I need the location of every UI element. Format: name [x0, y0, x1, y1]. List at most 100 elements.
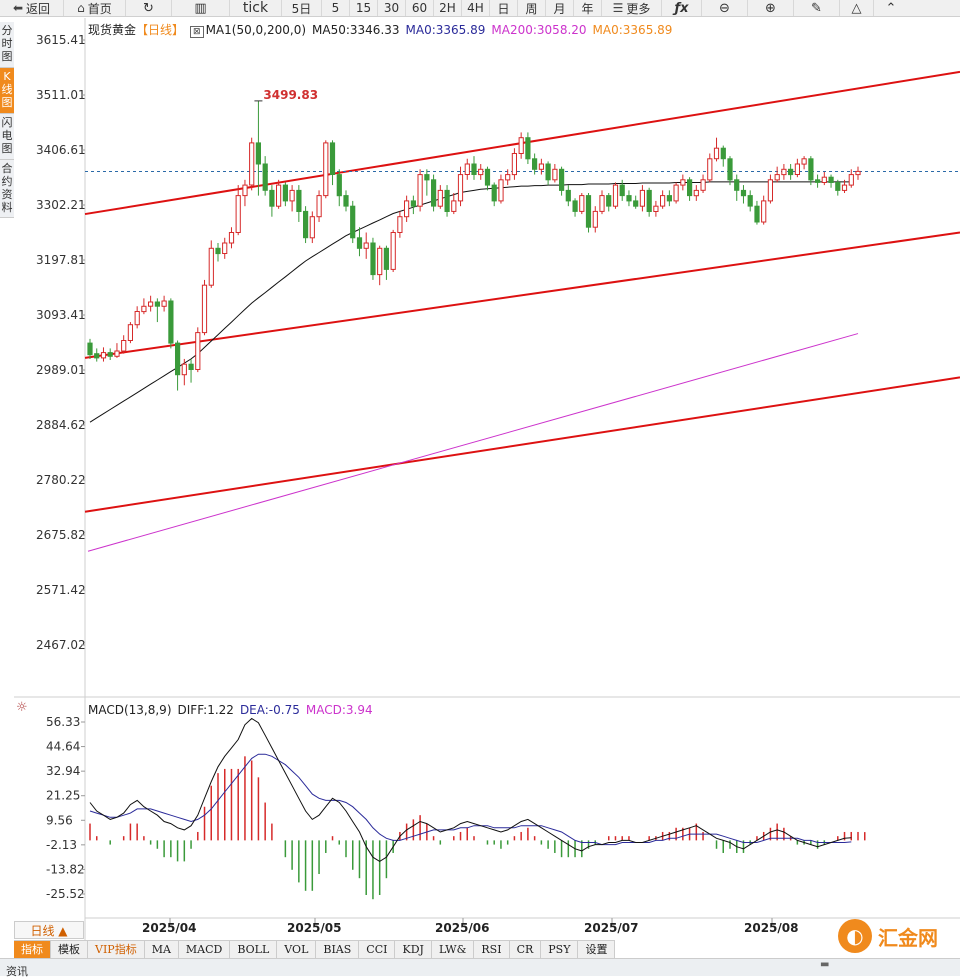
tab-kdj[interactable]: KDJ: [395, 941, 432, 958]
candle-down: [727, 158, 733, 181]
high-price-label: 3499.83: [263, 88, 318, 102]
candle-up: [134, 311, 140, 326]
candle-down: [296, 189, 302, 212]
candle-up: [511, 153, 517, 176]
tab-boll[interactable]: BOLL: [230, 941, 278, 958]
candle-chart-icon: ▥: [194, 0, 207, 16]
side-tab-flash[interactable]: 闪电图: [0, 114, 14, 160]
macd-y-tick-label: -25.52: [46, 887, 85, 901]
period-label: 【日线】: [136, 23, 185, 37]
macd-diff: DIFF:1.22: [177, 703, 234, 717]
candle-up: [841, 184, 848, 191]
tab-bias[interactable]: BIAS: [316, 941, 360, 958]
candle-up: [693, 189, 699, 197]
candle-up: [848, 174, 854, 186]
period-week[interactable]: 周: [518, 0, 546, 16]
candle-down: [687, 179, 693, 197]
period-year[interactable]: 年: [574, 0, 602, 16]
candle-up: [148, 301, 154, 307]
period-select-button[interactable]: 日线 ▲: [14, 921, 84, 939]
candle-up: [680, 179, 686, 186]
candle-up: [201, 284, 208, 334]
tab-cci[interactable]: CCI: [359, 941, 396, 958]
x-tick-label: 2025/08: [744, 921, 798, 935]
candle-down: [343, 195, 349, 207]
candle-down: [559, 168, 565, 191]
indicator-toggle-icon[interactable]: ⊠: [190, 26, 204, 38]
toolbar: ⬅ 返回 ⌂ 首页 ↻ ▥ tick 5日 5 15 30 60 2H 4H 日…: [0, 0, 960, 17]
home-label: 首页: [87, 1, 112, 16]
period-tick[interactable]: tick: [230, 0, 282, 16]
macd-y-tick-label: 56.33: [46, 715, 80, 729]
y-tick-label: 3406.61: [36, 143, 86, 157]
tab-vip-indicator[interactable]: VIP指标: [88, 941, 145, 958]
tab-indicator[interactable]: 指标: [14, 941, 51, 958]
chart-canvas[interactable]: 3615.41 3511.01 3406.61 3302.21 3197.81 3093.…: [0, 0, 960, 940]
period-5day[interactable]: 5日: [282, 0, 322, 16]
period-day[interactable]: 日: [490, 0, 518, 16]
symbol-name: 现货黄金: [88, 23, 137, 37]
side-tab-kline[interactable]: K线图: [0, 68, 14, 114]
macd-name: MACD(13,8,9): [88, 703, 172, 717]
period-15min[interactable]: 15: [350, 0, 378, 16]
macd-value: MACD:3.94: [305, 703, 373, 717]
function-icon: ƒx: [674, 0, 689, 16]
candle-down: [754, 205, 760, 223]
candle-down: [545, 163, 551, 181]
back-arrow-icon: ⬅: [12, 1, 24, 15]
period-60min[interactable]: 60: [406, 0, 434, 16]
tab-ma[interactable]: MA: [145, 941, 179, 958]
tab-template[interactable]: 模板: [51, 941, 88, 958]
collapse-button[interactable]: ⌃: [874, 0, 908, 16]
zoom-out-button[interactable]: ⊖: [702, 0, 748, 16]
period-5min[interactable]: 5: [322, 0, 350, 16]
candle-up: [181, 363, 187, 376]
refresh-button[interactable]: ↻: [126, 0, 172, 16]
candle-down: [107, 352, 113, 357]
candle-up: [478, 168, 484, 176]
back-button[interactable]: ⬅ 返回: [0, 0, 64, 16]
candle-up: [774, 174, 780, 181]
ma0-label: MA0:3365.89: [405, 23, 486, 37]
draw-button[interactable]: ✎: [794, 0, 840, 16]
tab-vol[interactable]: VOL: [277, 941, 317, 958]
tab-cr[interactable]: CR: [510, 941, 542, 958]
candle-down: [424, 174, 430, 181]
tab-settings[interactable]: 设置: [578, 941, 616, 958]
candle-down: [606, 195, 612, 207]
period-2h[interactable]: 2H: [434, 0, 462, 16]
candle-up: [498, 179, 504, 202]
settings-icon[interactable]: ☼: [16, 700, 28, 715]
candle-down: [646, 189, 652, 212]
triangle-icon: △: [851, 0, 862, 16]
candle-down: [525, 137, 531, 160]
bottom-panel: 资讯 ▬: [0, 958, 960, 978]
chart-type-button[interactable]: ▥: [172, 0, 230, 16]
ma200-label: MA200:3058.20: [491, 23, 587, 37]
side-tab-timeshare[interactable]: 分时图: [0, 22, 14, 68]
tab-lw[interactable]: LW&: [432, 941, 475, 958]
macd-y-tick-label: 32.94: [46, 764, 80, 778]
candle-up: [505, 174, 511, 181]
candle-down: [168, 300, 174, 344]
tab-macd[interactable]: MACD: [179, 941, 231, 958]
period-30min[interactable]: 30: [378, 0, 406, 16]
period-4h[interactable]: 4H: [462, 0, 490, 16]
candle-up: [404, 200, 410, 218]
more-button[interactable]: ☰ 更多: [602, 0, 662, 16]
side-tab-contract[interactable]: 合约资料: [0, 160, 14, 218]
candle-up: [592, 210, 598, 228]
candle-up: [276, 184, 282, 207]
zoom-in-button[interactable]: ⊕: [748, 0, 794, 16]
tab-rsi[interactable]: RSI: [474, 941, 510, 958]
handle-icon[interactable]: ▬: [820, 959, 830, 970]
tab-psy[interactable]: PSY: [541, 941, 579, 958]
home-button[interactable]: ⌂ 首页: [64, 0, 126, 16]
period-month[interactable]: 月: [546, 0, 574, 16]
triangle-tool-button[interactable]: △: [840, 0, 874, 16]
candle-up: [821, 176, 827, 183]
candle-down: [303, 210, 309, 239]
bottom-label: 资讯: [6, 965, 28, 978]
formula-button[interactable]: ƒx: [662, 0, 702, 16]
candle-down: [282, 184, 288, 202]
